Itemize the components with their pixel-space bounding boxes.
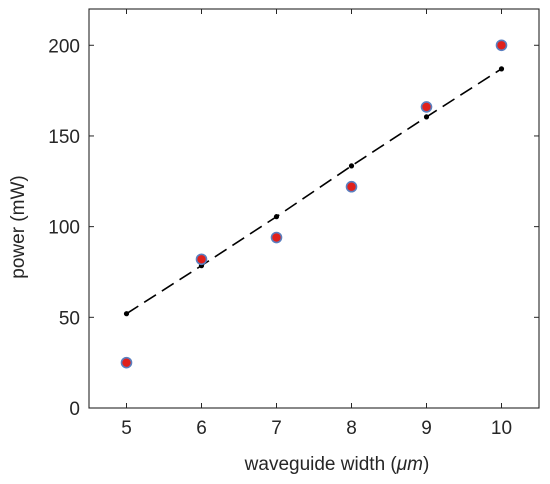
measured-series: [120, 39, 508, 369]
plot-area: [89, 9, 539, 408]
measured-point-7: [270, 231, 283, 244]
x-tick-label-7: 7: [271, 418, 282, 439]
measured-point-9: [420, 101, 433, 113]
axes: [88, 8, 540, 409]
y-tick-label-150: 150: [48, 127, 80, 148]
y-tick-labels: 0 50 100 150 200: [48, 36, 80, 420]
x-axis-label-text: waveguide width (: [244, 454, 398, 475]
measured-point-10: [495, 39, 508, 52]
measured-point-8: [345, 180, 358, 193]
y-axis-label: power (mW): [8, 175, 29, 278]
y-tick-label-100: 100: [48, 218, 80, 239]
fit-point-10: [498, 66, 505, 72]
axes-box: [88, 8, 540, 409]
measured-point-5: [120, 356, 133, 369]
fit-line: [126, 68, 502, 315]
fit-point-8: [348, 163, 355, 169]
x-tick-label-5: 5: [121, 418, 132, 439]
x-axis-label-unit: μm: [396, 454, 423, 475]
y-tick-label-200: 200: [48, 36, 80, 57]
x-axis-label-close: ): [423, 454, 429, 475]
y-tick-label-0: 0: [69, 399, 80, 420]
fit-point-9: [423, 114, 430, 120]
measured-point-6: [195, 253, 208, 266]
x-tick-label-6: 6: [196, 418, 207, 439]
fit-point-5: [123, 311, 130, 317]
x-tick-label-9: 9: [421, 418, 432, 439]
y-tick-label-50: 50: [59, 308, 80, 329]
fit-point-7: [273, 214, 280, 220]
x-axis-label: waveguide width (μm): [244, 454, 430, 475]
x-tick-labels: 5 6 7 8 9 10: [121, 418, 512, 439]
x-tick-label-10: 10: [491, 418, 512, 439]
fit-series: [123, 66, 505, 317]
plot-background: [89, 9, 539, 408]
x-tick-label-8: 8: [346, 418, 357, 439]
